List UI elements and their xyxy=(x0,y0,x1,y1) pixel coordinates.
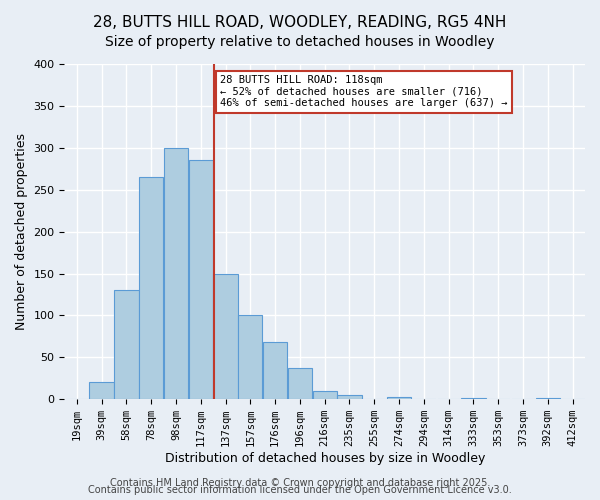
Bar xyxy=(89,382,114,399)
Bar xyxy=(387,396,411,399)
Text: Contains public sector information licensed under the Open Government Licence v3: Contains public sector information licen… xyxy=(88,485,512,495)
Bar xyxy=(536,398,560,399)
Bar xyxy=(114,290,139,399)
Text: Contains HM Land Registry data © Crown copyright and database right 2025.: Contains HM Land Registry data © Crown c… xyxy=(110,478,490,488)
Bar xyxy=(288,368,312,399)
Text: 28, BUTTS HILL ROAD, WOODLEY, READING, RG5 4NH: 28, BUTTS HILL ROAD, WOODLEY, READING, R… xyxy=(94,15,506,30)
Text: Size of property relative to detached houses in Woodley: Size of property relative to detached ho… xyxy=(105,35,495,49)
Bar xyxy=(214,274,238,399)
Bar xyxy=(263,342,287,399)
X-axis label: Distribution of detached houses by size in Woodley: Distribution of detached houses by size … xyxy=(164,452,485,465)
Bar xyxy=(188,160,213,399)
Bar xyxy=(461,398,485,399)
Text: 28 BUTTS HILL ROAD: 118sqm
← 52% of detached houses are smaller (716)
46% of sem: 28 BUTTS HILL ROAD: 118sqm ← 52% of deta… xyxy=(220,75,508,108)
Bar xyxy=(337,395,362,399)
Bar xyxy=(238,316,262,399)
Bar xyxy=(164,148,188,399)
Bar xyxy=(313,391,337,399)
Y-axis label: Number of detached properties: Number of detached properties xyxy=(15,133,28,330)
Bar xyxy=(139,177,163,399)
